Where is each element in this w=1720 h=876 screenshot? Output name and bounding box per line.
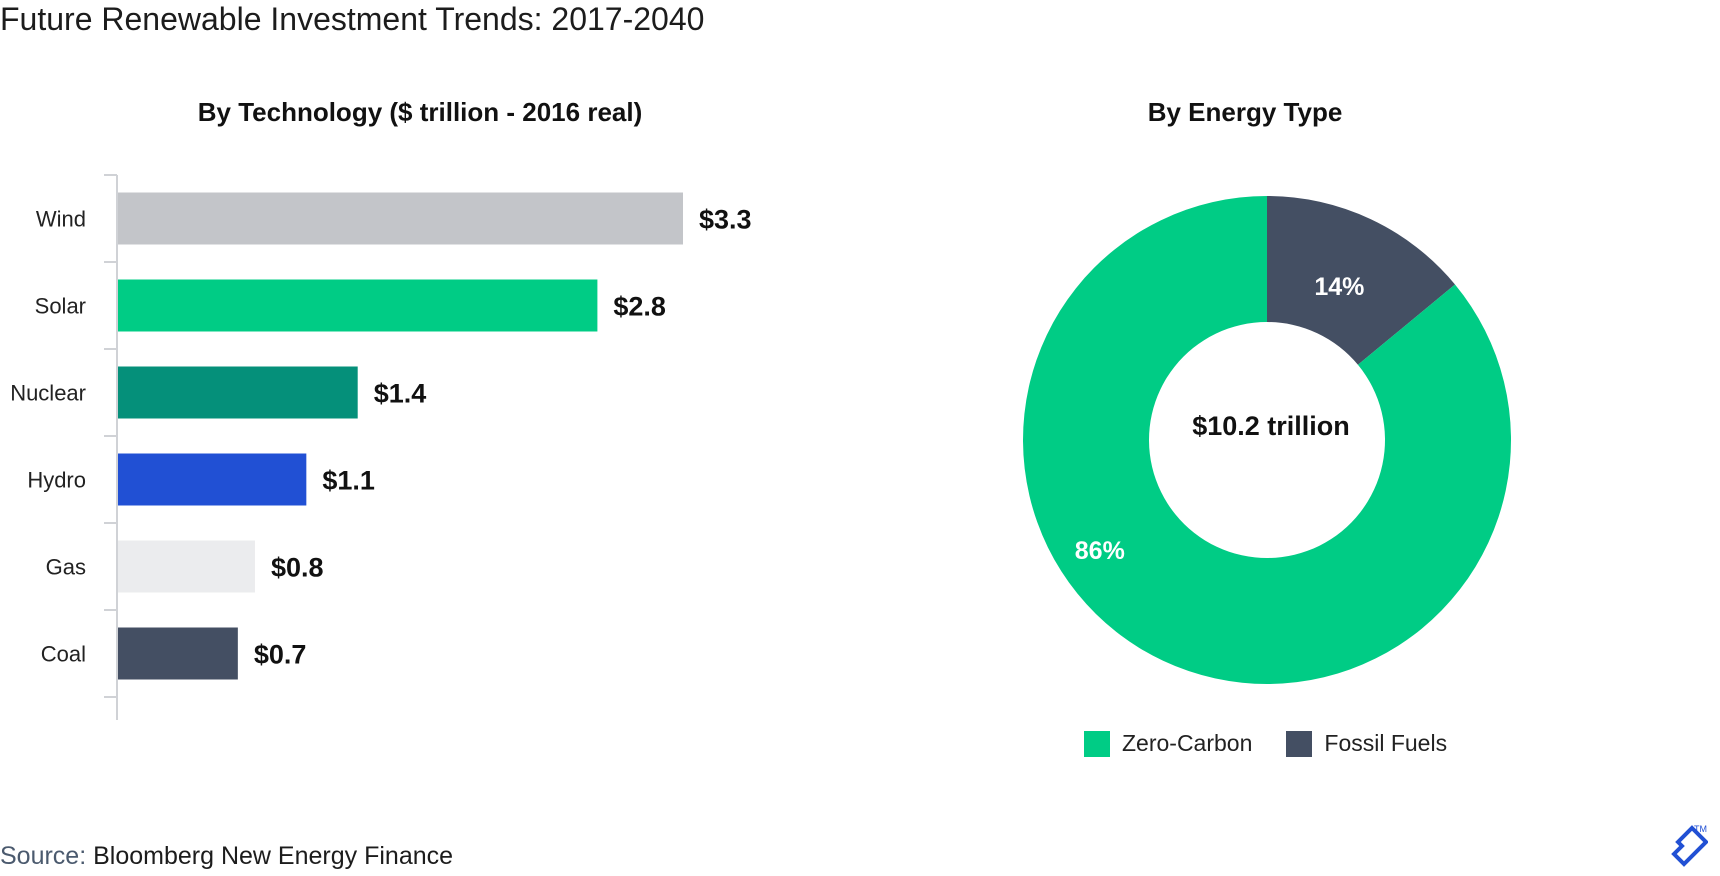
category-label-nuclear: Nuclear [10, 381, 86, 406]
category-label-solar: Solar [35, 294, 86, 319]
source-line: Source: Bloomberg New Energy Finance [0, 842, 453, 871]
source-value: Bloomberg New Energy Finance [93, 842, 454, 870]
bar-solar [118, 279, 598, 332]
brand-logo-icon: TM [1671, 824, 1708, 867]
donut-slice-zero-carbon [1022, 196, 1511, 684]
legend-item-fossil-fuels: Fossil Fuels [1286, 730, 1447, 757]
category-label-coal: Coal [41, 642, 86, 667]
bar-hydro [118, 453, 307, 506]
legend-label-fossil-fuels: Fossil Fuels [1324, 730, 1448, 756]
bar-chart: Wind $3.3 Solar $2.8 Nuclear $1.4 Hydro $1.1 Gas… [10, 174, 752, 720]
value-label-coal: $0.7 [254, 640, 307, 670]
legend-swatch-fossil-fuels [1286, 730, 1313, 757]
bar-chart-title: By Technology ($ trillion - 2016 real) [197, 97, 643, 127]
category-label-gas: Gas [46, 555, 86, 580]
legend-item-zero-carbon: Zero-Carbon [1084, 730, 1252, 757]
value-label-hydro: $1.1 [322, 466, 375, 496]
value-label-nuclear: $1.4 [374, 379, 427, 409]
donut-slice-fossil-fuels [1267, 196, 1456, 365]
legend-label-zero-carbon: Zero-Carbon [1122, 730, 1253, 756]
bar-nuclear [118, 366, 358, 419]
category-label-hydro: Hydro [27, 468, 86, 493]
slice-label-fossil-fuels: 14% [1314, 273, 1364, 301]
donut-center-label: $10.2 trillion [1192, 411, 1350, 441]
slice-label-zero-carbon: 86% [1075, 537, 1125, 565]
value-label-wind: $3.3 [699, 205, 752, 235]
legend-swatch-zero-carbon [1084, 730, 1110, 757]
bar-wind [118, 192, 683, 245]
bar-gas [118, 540, 255, 593]
donut-chart-title: By Energy Type [1147, 97, 1343, 127]
value-label-gas: $0.8 [271, 553, 324, 583]
donut-chart: 14% 86% $10.2 trillion [1022, 196, 1511, 684]
bar-coal [118, 627, 238, 680]
svg-text:TM: TM [1694, 824, 1707, 834]
value-label-solar: $2.8 [613, 292, 666, 322]
main-title: Future Renewable Investment Trends: 2017… [0, 1, 705, 37]
donut-legend: Zero-Carbon Fossil Fuels [1084, 730, 1481, 757]
category-label-wind: Wind [36, 207, 86, 232]
source-label: Source: [0, 842, 87, 870]
